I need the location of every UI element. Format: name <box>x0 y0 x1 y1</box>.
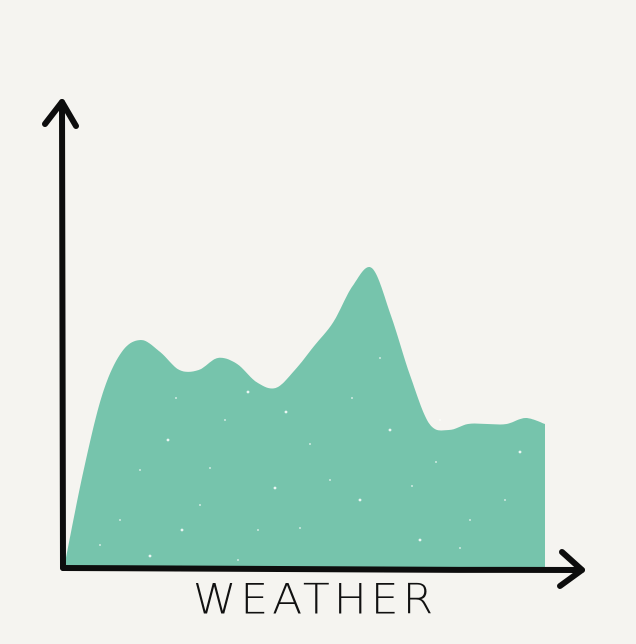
texture-speckle <box>388 428 392 432</box>
texture-speckle <box>309 443 311 445</box>
y-axis-arrowhead <box>42 99 79 129</box>
texture-speckle <box>469 519 471 521</box>
texture-speckle <box>518 450 522 454</box>
texture-speckle <box>246 390 250 394</box>
texture-speckle <box>411 485 413 487</box>
texture-speckle <box>175 397 177 399</box>
texture-speckle <box>379 357 381 359</box>
texture-speckle <box>418 538 422 542</box>
texture-speckle <box>237 559 239 561</box>
texture-speckle <box>139 469 141 471</box>
texture-speckle <box>504 499 506 501</box>
texture-speckle <box>284 410 288 414</box>
texture-speckle <box>99 544 101 546</box>
texture-speckle <box>439 419 441 421</box>
y-axis-line <box>59 99 66 571</box>
area-series <box>64 266 545 568</box>
area-layer <box>64 266 545 568</box>
axes <box>42 99 585 589</box>
texture-speckle <box>351 397 353 399</box>
texture-speckle <box>199 504 201 506</box>
texture-speckle <box>299 527 301 529</box>
texture-speckle <box>358 498 362 502</box>
texture-speckle <box>329 479 331 481</box>
texture-speckle <box>257 529 259 531</box>
x-axis-line <box>60 565 585 573</box>
x-axis-label: WEATHER <box>192 575 438 624</box>
texture-speckle <box>459 547 461 549</box>
texture-speckle <box>209 467 211 469</box>
texture-speckle <box>180 528 184 532</box>
texture-speckle <box>166 438 170 442</box>
texture-speckle <box>273 486 277 490</box>
texture-speckle <box>435 461 437 463</box>
texture-speckle <box>224 419 226 421</box>
texture-speckle <box>119 519 121 521</box>
texture-speckle <box>148 554 152 558</box>
x-axis-arrowhead <box>557 549 585 589</box>
